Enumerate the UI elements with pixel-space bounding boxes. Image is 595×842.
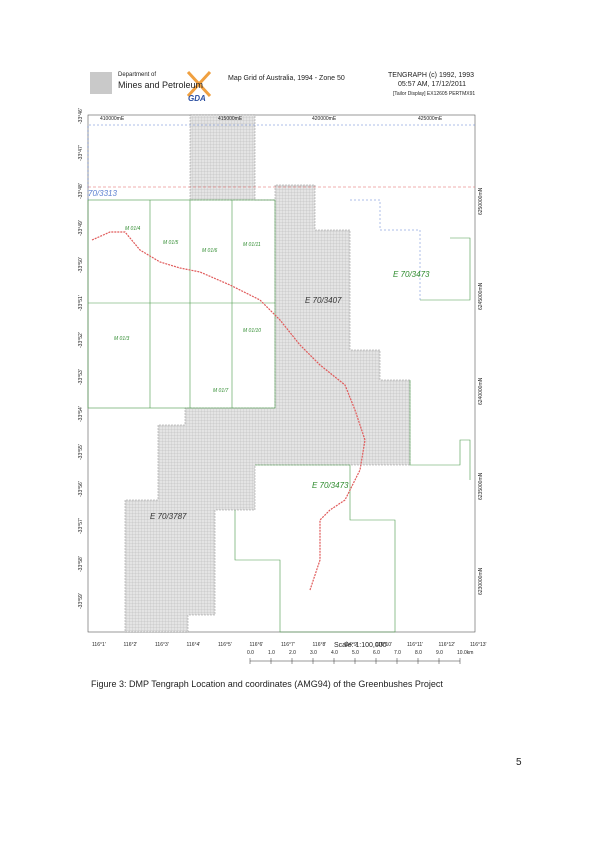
longitude: 116°8' <box>312 642 327 648</box>
northing: 6240000mN <box>478 377 484 405</box>
page-number: 5 <box>516 757 522 768</box>
blue-dashed <box>87 124 475 200</box>
tengraph: TENGRAPH (c) 1992, 1993 <box>388 72 474 79</box>
northing: 6235000mN <box>478 472 484 500</box>
northing: 6245000mN <box>478 282 484 310</box>
scale-label: 9.0 <box>436 650 443 656</box>
latitude: -33°58' <box>78 555 84 572</box>
scale-label: 1.0 <box>268 650 275 656</box>
longitude: 116°4' <box>186 642 201 648</box>
tenement-label: 70/3313 <box>88 189 117 198</box>
latitude: -33°56' <box>78 481 84 497</box>
map-title: Map Grid of Australia, 1994 - Zone 50 <box>228 75 345 82</box>
latitude: -33°49' <box>78 220 84 236</box>
longitude: 116°11' <box>407 642 424 648</box>
latitude: -33°46' <box>78 108 84 124</box>
scale-label: 0.0 <box>247 650 254 656</box>
river <box>91 231 366 591</box>
scale-label: 5.0 <box>352 650 359 656</box>
gda-text: GDA <box>188 94 206 103</box>
longitude: 116°5' <box>218 642 232 648</box>
dept-line2: Mines and Petroleum <box>118 80 204 90</box>
longitude: 116°9' <box>344 642 358 648</box>
tenement-label: E 70/3473 <box>393 270 430 279</box>
tenement-label: M 01/5 <box>163 240 179 246</box>
northing: 6230000mN <box>478 567 484 595</box>
tenement-label: E 70/3407 <box>305 296 342 305</box>
crest <box>90 72 112 94</box>
hatched-area <box>124 114 411 633</box>
display: [Tailor Display] EX12605 PERTMX91 <box>393 91 476 97</box>
tenement-label: M 01/3 <box>114 336 130 342</box>
longitude: 116°7' <box>281 642 295 648</box>
timestamp: 05:57 AM, 17/12/2011 <box>398 81 466 88</box>
easting: 420000mE <box>312 116 337 122</box>
scale-label: 4.0 <box>331 650 338 656</box>
latitude: -33°53' <box>78 369 84 386</box>
gda-mark <box>186 70 212 98</box>
longitude: 116°10' <box>375 642 393 648</box>
easting: 410000mE <box>100 116 125 122</box>
latitude: -33°59' <box>78 593 84 609</box>
tenement-label: E 70/3473 <box>312 481 349 490</box>
easting: 425000mE <box>418 116 443 122</box>
dept-line1: Department of <box>118 72 157 78</box>
tenement-label: E 70/3787 <box>150 512 187 521</box>
northing: 6250000mN <box>478 187 484 215</box>
latitude: -33°47' <box>78 145 84 162</box>
latitude: -33°57' <box>78 518 84 535</box>
latitude: -33°48' <box>78 182 84 199</box>
latitude: -33°55' <box>78 443 84 460</box>
blue-dashed <box>350 199 421 300</box>
tenement-label: M 01/11 <box>243 242 261 248</box>
longitude: 116°13' <box>470 642 487 648</box>
longitude: 116°12' <box>438 642 456 648</box>
caption: Figure 3: DMP Tengraph Location and coor… <box>91 679 443 689</box>
easting: 415000mE <box>218 116 243 122</box>
longitude: 116°3' <box>155 642 169 648</box>
scale-label: 7.0 <box>394 650 401 656</box>
tenement-label: M 01/4 <box>125 226 141 232</box>
longitude: 116°6' <box>249 642 264 648</box>
tenement-label: M 01/6 <box>202 248 218 254</box>
scale-label: 2.0 <box>289 650 296 656</box>
latitude: -33°54' <box>78 406 84 423</box>
scale-label: 8.0 <box>415 650 422 656</box>
latitude: -33°51' <box>78 294 84 311</box>
longitude: 116°2' <box>123 642 138 648</box>
scale-label: 6.0 <box>373 650 380 656</box>
scale-label: 10.0km <box>457 650 474 656</box>
tenement-label: M 01/7 <box>213 388 229 394</box>
latitude: -33°50' <box>78 257 84 274</box>
latitude: -33°52' <box>78 332 84 348</box>
scale-label: 3.0 <box>310 650 317 656</box>
tenement-label: M 01/10 <box>243 328 262 334</box>
longitude: 116°1' <box>92 642 106 648</box>
tenement-lines <box>87 199 471 633</box>
scale-title: Scale: 1:100,000 <box>334 642 387 649</box>
